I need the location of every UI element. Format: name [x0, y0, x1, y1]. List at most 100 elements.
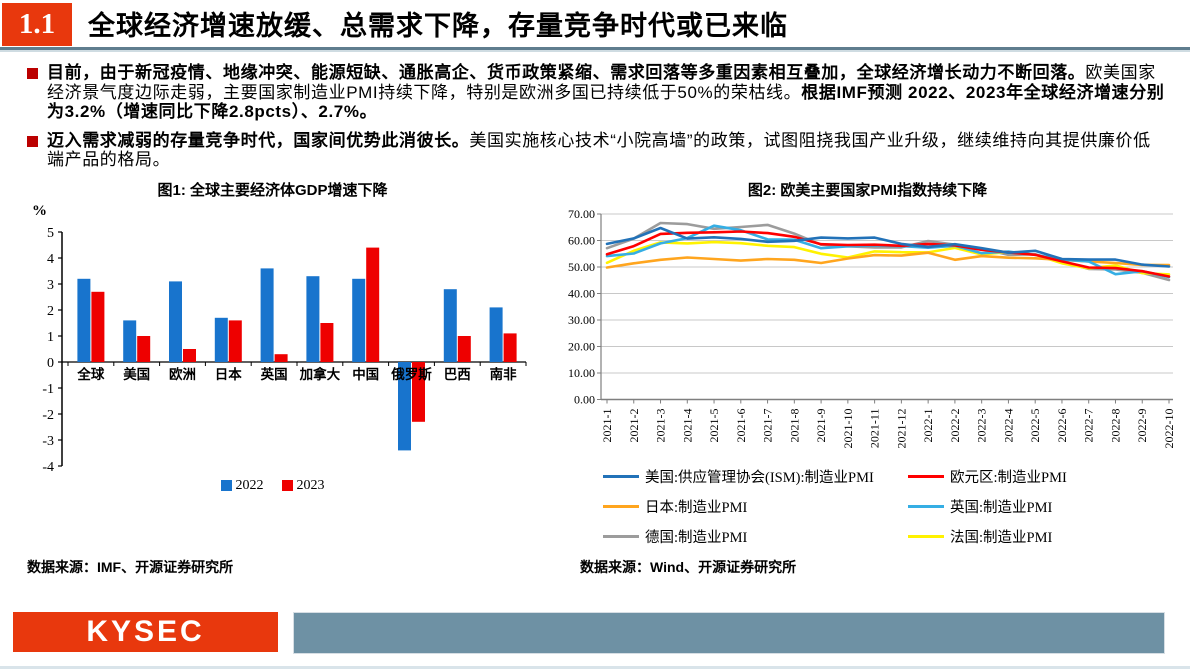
bullet1-bold-tail: 根据IMF预测 2022、2023年全球经济增速分别为3.2%（增速同比下降2.… [47, 82, 1165, 122]
svg-text:0.00: 0.00 [574, 392, 595, 406]
svg-text:0: 0 [47, 356, 54, 371]
line-series-1 [605, 229, 1171, 278]
bar-category-label: 英国 [260, 366, 288, 382]
kysec-logo: KYSEC [13, 612, 278, 652]
x-tick-label: 2021-6 [734, 408, 748, 442]
svg-text:60.00: 60.00 [568, 233, 595, 247]
svg-text:20.00: 20.00 [568, 339, 595, 353]
legend-line-swatch-icon [603, 474, 639, 478]
bullet2-bold-lead: 迈入需求减弱的存量竞争时代，国家间优势此消彼长。 [47, 130, 470, 150]
figure2-legend: 美国:供应管理协会(ISM):制造业PMI 欧元区:制造业PMI 日本:制造业PMI… [545, 466, 1190, 547]
legend-label: 欧元区:制造业PMI [950, 469, 1067, 486]
x-tick-label: 2021-3 [654, 408, 668, 442]
bar-2022-5 [306, 275, 320, 362]
bar-category-label: 南非 [490, 366, 517, 382]
line-series-5 [605, 240, 1171, 276]
bar-2023-5 [320, 322, 334, 362]
bar-category-label: 巴西 [444, 367, 471, 382]
figure2-title: 图2: 欧美主要国家PMI指数持续下降 [747, 181, 988, 199]
bar-2023-0 [91, 291, 105, 362]
figure-gdp: 图1: 全球主要经济体GDP增速下降 -4 -3 -2 -1 0 1 2 3 4 5% 全球 美国 欧洲… [0, 179, 545, 547]
svg-text:40.00: 40.00 [568, 286, 595, 300]
legend-label: 2022 [235, 477, 264, 493]
legend-label: 2023 [296, 477, 325, 493]
x-tick-label: 2022-1 [921, 408, 935, 442]
legend-item: 法国:制造业PMI [908, 526, 1190, 547]
svg-text:%: % [32, 203, 47, 219]
page-title: 全球经济增速放缓、总需求下降，存量竞争时代或已来临 [88, 11, 788, 41]
bar-category-label: 美国 [123, 366, 150, 382]
sources-row: 数据来源：IMF、开源证券研究所 数据来源：Wind、开源证券研究所 [0, 557, 1190, 577]
svg-text:10.00: 10.00 [568, 366, 595, 380]
figure1-source: 数据来源：IMF、开源证券研究所 [27, 558, 234, 575]
legend-swatch-icon [281, 480, 293, 491]
x-tick-label: 2022-2 [948, 408, 962, 442]
bar-2023-3 [228, 319, 242, 362]
bar-2023-9 [503, 332, 517, 362]
x-tick-label: 2021-1 [600, 408, 614, 442]
svg-text:5: 5 [47, 226, 54, 241]
bar-category-label: 全球 [76, 366, 104, 382]
bar-category-label: 中国 [352, 366, 379, 382]
x-tick-label: 2022-4 [1001, 408, 1015, 442]
x-tick-label: 2022-7 [1082, 408, 1096, 442]
bullet-item-1: 目前，由于新冠疫情、地缘冲突、能源短缺、通胀高企、货币政策紧缩、需求回落等多重因… [27, 63, 1168, 122]
bar-category-label: 日本 [215, 366, 242, 382]
figure-pmi: 图2: 欧美主要国家PMI指数持续下降 0.00 10.00 20.00 30.00 4… [545, 179, 1190, 547]
pmi-line-chart: 0.00 10.00 20.00 30.00 40.00 50.00 60.00 70.00 2… [568, 207, 1176, 449]
x-tick-label: 2021-7 [761, 408, 775, 442]
legend-line-swatch-icon [908, 504, 944, 508]
bar-2022-0 [77, 278, 91, 362]
bar-category-label: 加拿大 [299, 366, 341, 382]
x-tick-label: 2021-9 [814, 408, 828, 442]
svg-text:3: 3 [47, 278, 54, 293]
bar-2023-6 [366, 247, 380, 362]
bullet-text-2: 迈入需求减弱的存量竞争时代，国家间优势此消彼长。美国实施核心技术“小院高墙”的政… [47, 131, 1168, 170]
bar-2022-8 [443, 288, 457, 362]
svg-text:1: 1 [47, 330, 54, 345]
bullet-text-1: 目前，由于新冠疫情、地缘冲突、能源短缺、通胀高企、货币政策紧缩、需求回落等多重因… [47, 63, 1168, 122]
legend-swatch-icon [220, 480, 232, 491]
legend-label: 英国:制造业PMI [950, 499, 1053, 516]
bullet1-normal: 欧美国家经济景气度边际走弱，主要国家制造业PMI持续下降，特别是欧洲多国已持续低… [47, 63, 1156, 102]
legend-item: 美国:供应管理协会(ISM):制造业PMI [603, 466, 908, 487]
x-tick-label: 2021-11 [868, 408, 882, 448]
line-series-0 [605, 226, 1171, 268]
bar-2022-6 [352, 278, 366, 362]
x-tick-label: 2022-8 [1108, 408, 1122, 442]
bar-2022-1 [123, 319, 137, 362]
legend-line-swatch-icon [908, 534, 944, 538]
bar-2022-2 [169, 280, 182, 362]
legend-item: 德国:制造业PMI [603, 526, 908, 547]
x-tick-label: 2022-10 [1162, 408, 1176, 448]
bar-2022-4 [260, 267, 274, 362]
x-tick-label: 2021-12 [894, 408, 908, 448]
figure1-title: 图1: 全球主要经济体GDP增速下降 [157, 181, 388, 199]
charts-row: 图1: 全球主要经济体GDP增速下降 -4 -3 -2 -1 0 1 2 3 4 5% 全球 美国 欧洲… [0, 179, 1190, 547]
legend-line-swatch-icon [908, 474, 944, 478]
bullet2-normal: 美国实施核心技术“小院高墙”的政策，试图阻挠我国产业升级，继续维持向其提供廉价低… [47, 130, 1151, 170]
bar-2022-9 [489, 306, 503, 362]
svg-text:-1: -1 [42, 382, 54, 397]
bullet-marker-icon [27, 135, 38, 147]
legend-label: 德国:制造业PMI [645, 529, 748, 546]
section-number-badge: 1.1 [2, 3, 72, 46]
figure2-source: 数据来源：Wind、开源证券研究所 [580, 558, 797, 575]
svg-text:-4: -4 [42, 460, 54, 475]
legend-item: 欧元区:制造业PMI [908, 466, 1190, 487]
bullet-list: 目前，由于新冠疫情、地缘冲突、能源短缺、通胀高企、货币政策紧缩、需求回落等多重因… [0, 63, 1190, 170]
x-tick-label: 2021-4 [680, 408, 694, 442]
x-tick-label: 2022-6 [1055, 408, 1069, 442]
legend-item: 日本:制造业PMI [603, 496, 908, 517]
legend-label: 美国:供应管理协会(ISM):制造业PMI [645, 469, 874, 486]
footer-bar [293, 612, 1165, 654]
header-divider [0, 47, 1190, 52]
legend-item-2023: 2023 [281, 477, 325, 494]
legend-label: 法国:制造业PMI [950, 529, 1053, 546]
slide-footer: KYSEC [0, 612, 1190, 654]
x-tick-label: 2021-2 [627, 408, 641, 442]
bar-2023-2 [183, 348, 196, 362]
legend-line-swatch-icon [603, 504, 639, 508]
bar-2023-8 [457, 335, 471, 362]
